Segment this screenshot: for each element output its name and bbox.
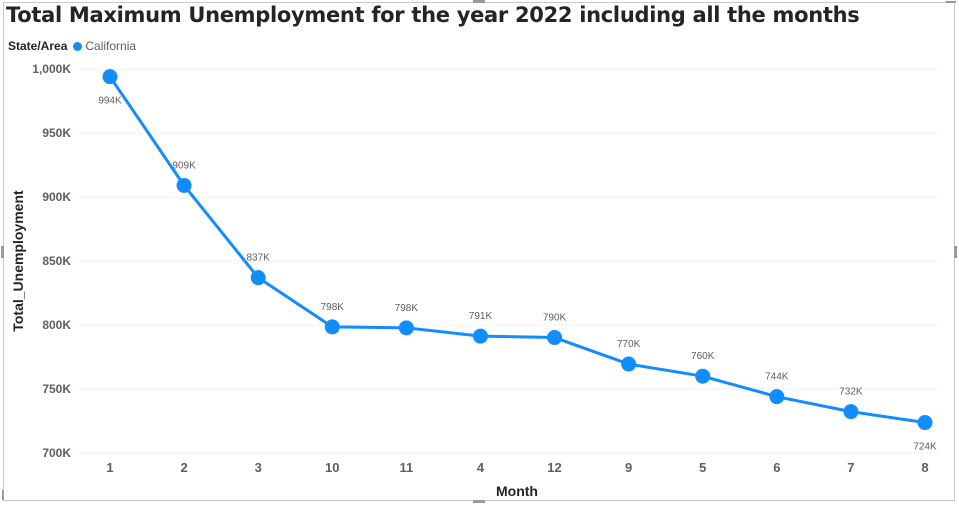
data-label: 791K <box>469 311 493 322</box>
y-tick-label: 750K <box>42 382 71 396</box>
y-axis-title: Total_Unemployment <box>10 190 26 332</box>
data-label: 770K <box>617 339 641 350</box>
data-label: 724K <box>913 442 937 453</box>
x-tick-label: 4 <box>477 460 485 475</box>
x-tick-label: 9 <box>625 460 632 475</box>
data-point[interactable] <box>324 319 340 335</box>
series-california <box>102 69 933 431</box>
x-tick-label: 6 <box>773 460 780 475</box>
resize-handle-bottom-left[interactable] <box>2 490 4 500</box>
data-point[interactable] <box>621 356 637 372</box>
y-axis-ticks: 700K 750K 800K 850K 900K 950K 1,000K <box>32 62 71 460</box>
x-tick-label: 11 <box>399 460 413 475</box>
gridlines <box>78 68 940 454</box>
x-tick-label: 7 <box>847 460 854 475</box>
data-point[interactable] <box>695 368 711 384</box>
chart-title: Total Maximum Unemployment for the year … <box>6 3 860 27</box>
resize-handle-bottom[interactable] <box>473 500 485 503</box>
data-point[interactable] <box>472 328 488 344</box>
x-tick-label: 5 <box>699 460 706 475</box>
resize-handle-right[interactable] <box>954 246 957 258</box>
y-tick-label: 800K <box>42 318 71 332</box>
x-axis-ticks: 1 2 3 10 11 4 12 9 5 6 7 8 <box>106 460 928 475</box>
legend: State/Area California <box>8 39 136 53</box>
data-label: 994K <box>98 96 122 107</box>
data-point[interactable] <box>176 177 192 193</box>
data-point[interactable] <box>843 404 859 420</box>
x-tick-label: 12 <box>547 460 561 475</box>
x-tick-label: 2 <box>180 460 187 475</box>
series-line <box>108 75 926 425</box>
resize-handle-top[interactable] <box>473 0 485 3</box>
legend-marker <box>73 41 83 51</box>
data-point[interactable] <box>769 389 785 405</box>
data-label: 790K <box>543 313 567 324</box>
x-axis-title: Month <box>496 483 538 499</box>
x-tick-label: 3 <box>255 460 262 475</box>
data-point[interactable] <box>917 415 933 431</box>
data-label: 732K <box>839 387 863 398</box>
data-point[interactable] <box>547 330 563 346</box>
x-tick-label: 8 <box>921 460 928 475</box>
resize-handle-left[interactable] <box>1 246 4 258</box>
legend-title: State/Area <box>8 39 68 53</box>
data-point[interactable] <box>398 320 414 336</box>
y-tick-label: 1,000K <box>32 62 71 76</box>
data-labels: 994K 909K 837K 798K 798K 791K 790K 770K 760K 744K… <box>98 96 937 453</box>
x-tick-label: 10 <box>325 460 339 475</box>
data-label: 744K <box>765 372 789 383</box>
y-tick-label: 700K <box>42 446 71 460</box>
data-label: 837K <box>247 253 271 264</box>
data-label: 798K <box>321 302 345 313</box>
y-tick-label: 850K <box>42 254 71 268</box>
data-label: 909K <box>172 160 196 171</box>
legend-item-label[interactable]: California <box>85 39 137 53</box>
data-point[interactable] <box>102 69 118 85</box>
data-label: 760K <box>691 351 715 362</box>
y-tick-label: 950K <box>42 126 71 140</box>
data-point[interactable] <box>250 270 266 286</box>
x-tick-label: 1 <box>106 460 113 475</box>
resize-handle-top-right[interactable] <box>946 1 956 3</box>
data-label: 798K <box>395 303 419 314</box>
y-tick-label: 900K <box>42 190 71 204</box>
